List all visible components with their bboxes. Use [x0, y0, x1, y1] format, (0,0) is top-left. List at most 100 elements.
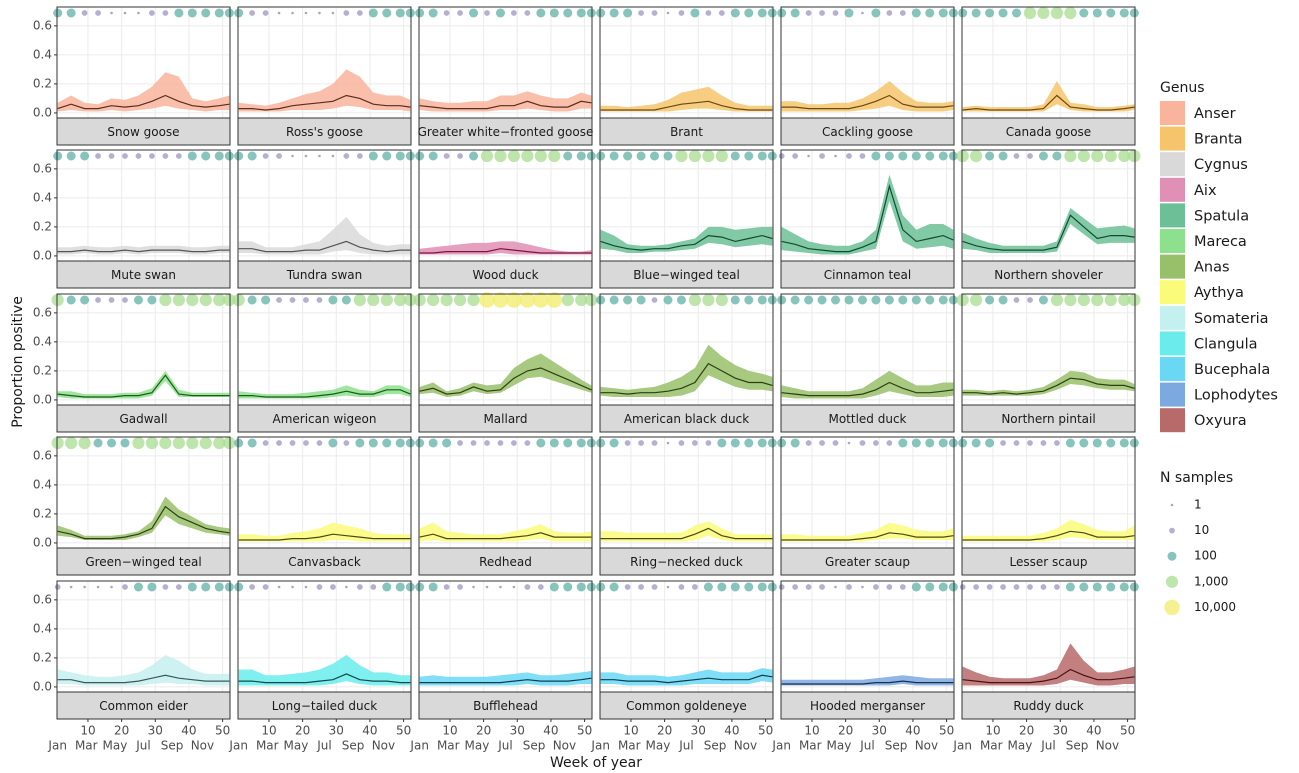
sample-dot [948, 151, 958, 161]
sample-dot [499, 585, 502, 589]
sample-dot [249, 10, 256, 16]
sample-dot [356, 10, 363, 16]
x-tick-label: 20 [114, 724, 129, 738]
legend-swatch [1160, 280, 1185, 305]
y-axis-label: Proportion positive [10, 296, 26, 428]
month-label: Nov [734, 739, 757, 753]
sample-dot [232, 293, 245, 307]
mean-line [962, 214, 1135, 251]
sample-dot [162, 153, 169, 159]
sample-dot [563, 582, 573, 592]
legend-label: Somateria [1194, 311, 1269, 327]
sample-dot [777, 8, 787, 18]
sample-dot [730, 438, 740, 448]
sample-dot [145, 436, 159, 450]
sample-dot [96, 585, 100, 589]
sample-dot [970, 149, 983, 163]
sample-dot [970, 293, 983, 307]
sample-dot [66, 8, 76, 18]
sample-dot [331, 154, 335, 158]
sample-dot [224, 8, 234, 18]
sample-dot [537, 584, 544, 590]
strip [418, 547, 593, 576]
sample-dot [1038, 295, 1048, 305]
sample-dot [405, 8, 415, 18]
month-label: Mar [437, 739, 460, 753]
sample-dot [443, 10, 450, 16]
size-legend-label: 10 [1194, 523, 1209, 537]
sample-dot [395, 582, 405, 592]
mean-line [781, 94, 954, 110]
sample-dot [651, 297, 658, 303]
sample-dot [832, 440, 839, 446]
sample-dot [959, 584, 966, 590]
strip-label: Common eider [99, 699, 188, 713]
sample-dot [925, 438, 935, 448]
panel-background [781, 581, 954, 692]
sample-dot [938, 295, 948, 305]
y-tick-label: 0.6 [33, 305, 52, 319]
ribbon [57, 72, 230, 112]
sample-dot [457, 584, 463, 590]
sample-dot [586, 582, 596, 592]
sample-dot [596, 438, 606, 448]
strip-label: Wood duck [472, 268, 538, 282]
sample-dot [95, 297, 101, 303]
month-label: Nov [915, 739, 938, 753]
legend-swatch [1160, 254, 1185, 279]
sample-dot [507, 149, 521, 163]
sample-dot [234, 151, 244, 161]
strip [961, 117, 1136, 146]
strip [418, 117, 593, 146]
sample-dot [778, 584, 785, 590]
legend-swatch [1160, 408, 1185, 433]
sample-dot [356, 153, 363, 159]
sample-dot [303, 440, 309, 446]
sample-dot [247, 295, 257, 305]
sample-dot [479, 292, 495, 308]
sample-dot [276, 440, 282, 446]
sample-dot [585, 293, 598, 307]
sample-dot [262, 153, 269, 159]
y-tick-label: 0.0 [33, 535, 52, 549]
sample-dot [534, 149, 547, 163]
sample-dot [368, 8, 378, 18]
sample-dot [159, 293, 172, 307]
legend-title: Genus [1160, 80, 1205, 96]
sample-dot [834, 154, 837, 158]
x-axis-label: Week of year [550, 755, 642, 771]
sample-dot [636, 295, 646, 305]
sample-dot [609, 151, 619, 161]
sample-dot [524, 440, 531, 446]
y-tick-label: 0.4 [33, 334, 52, 348]
sample-dot [730, 151, 740, 161]
month-label: Jan [409, 739, 429, 753]
strip [56, 691, 231, 720]
mean-line [600, 362, 773, 395]
mean-line [962, 377, 1135, 395]
sample-dot [831, 295, 841, 305]
ribbon [962, 370, 1135, 396]
sample-dot [234, 582, 244, 592]
sample-dot [440, 293, 453, 307]
sample-dot [678, 584, 685, 590]
month-label: Sep [523, 739, 546, 753]
sample-dot [819, 440, 825, 446]
sample-dot [744, 8, 754, 18]
month-label: Jul [1040, 739, 1055, 753]
sample-dot [187, 8, 197, 18]
sample-dot [744, 438, 754, 448]
sample-dot [135, 153, 142, 159]
sample-dot [911, 295, 921, 305]
sample-dot [289, 297, 296, 303]
sample-dot [666, 441, 670, 445]
mean-line [57, 94, 230, 110]
mean-line [781, 532, 954, 541]
x-tick-label: 20 [1019, 724, 1034, 738]
month-label: Jan [47, 739, 67, 753]
sample-dot [675, 149, 688, 163]
sample-dot [546, 292, 563, 308]
sample-dot [986, 584, 993, 590]
strip-label: Lesser scaup [1010, 555, 1088, 569]
